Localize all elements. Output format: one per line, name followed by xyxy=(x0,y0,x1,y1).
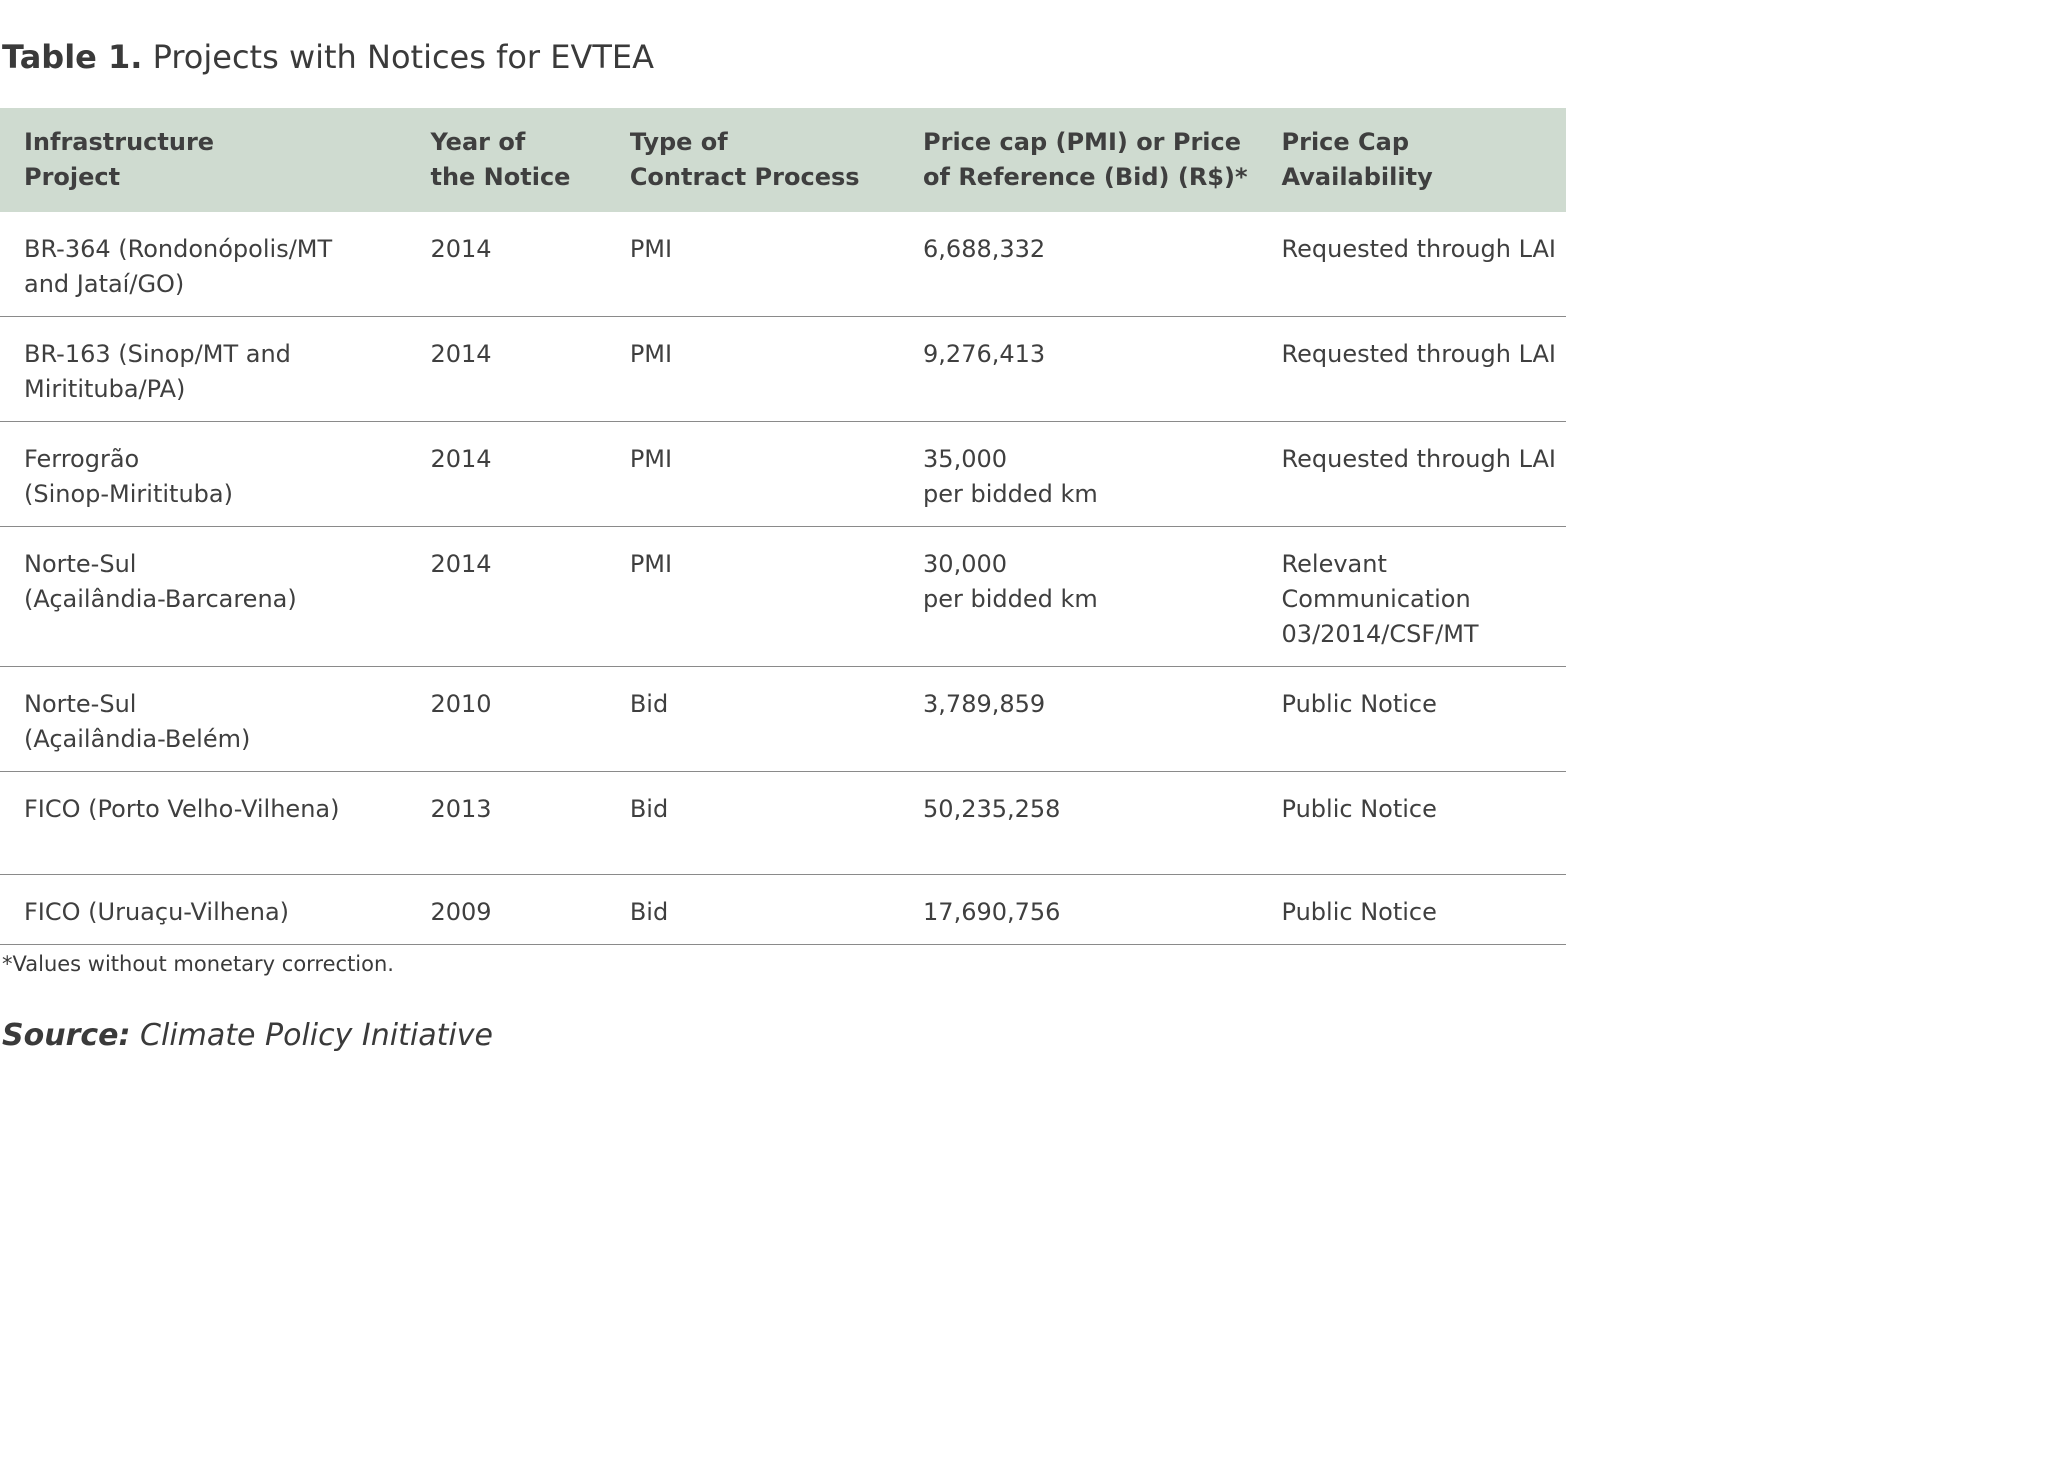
cell-price: 50,235,258 xyxy=(899,771,1258,875)
cell-contract-type: PMI xyxy=(605,316,900,422)
table-row: Ferrogrão (Sinop-Miritituba) 2014 PMI 35,… xyxy=(0,421,1566,527)
cell-price: 35,000 per bidded km xyxy=(899,421,1258,527)
cell-availability: Requested through LAI xyxy=(1257,316,1566,422)
cell-price: 9,276,413 xyxy=(899,316,1258,422)
cell-contract-type: Bid xyxy=(605,874,900,945)
footnote: *Values without monetary correction. xyxy=(2,952,394,976)
table-title: Table 1. Projects with Notices for EVTEA xyxy=(2,38,654,76)
cell-project: Norte-Sul (Açailândia-Belém) xyxy=(0,666,407,772)
cell-year: 2010 xyxy=(406,666,606,772)
cell-availability: Requested through LAI xyxy=(1257,212,1566,317)
cell-contract-type: PMI xyxy=(605,212,900,317)
cell-year: 2014 xyxy=(406,316,606,422)
source-line: Source: Climate Policy Initiative xyxy=(2,1018,493,1053)
header-price-cap: Price cap (PMI) or Price of Reference (Bi… xyxy=(923,128,1248,191)
source-label: Source: xyxy=(2,1018,131,1053)
cell-year: 2014 xyxy=(406,212,606,317)
cell-availability: Public Notice xyxy=(1257,874,1566,945)
cell-contract-type: PMI xyxy=(605,526,900,667)
table-row: FICO (Uruaçu-Vilhena) 2009 Bid 17,690,75… xyxy=(0,874,1566,945)
cell-price: 6,688,332 xyxy=(899,212,1258,317)
source-text: Climate Policy Initiative xyxy=(130,1018,493,1053)
cell-price: 3,789,859 xyxy=(899,666,1258,772)
table-row: FICO (Porto Velho-Vilhena) 2013 Bid 50,2… xyxy=(0,771,1566,875)
table-row: Norte-Sul (Açailândia-Barcarena) 2014 PMI… xyxy=(0,526,1566,667)
cell-year: 2013 xyxy=(406,771,606,875)
cell-price: 30,000 per bidded km xyxy=(899,526,1258,667)
table-title-label: Table 1. xyxy=(2,38,143,76)
table-row: BR-163 (Sinop/MT and Miritituba/PA) 2014 … xyxy=(0,316,1566,422)
cell-year: 2014 xyxy=(406,526,606,667)
cell-availability: Public Notice xyxy=(1257,771,1566,875)
header-price-cap-availability: Price Cap Availability xyxy=(1281,128,1433,191)
table-row: Norte-Sul (Açailândia-Belém) 2010 Bid 3,7… xyxy=(0,666,1566,772)
cell-availability: Requested through LAI xyxy=(1257,421,1566,527)
cell-year: 2009 xyxy=(406,874,606,945)
header-year-of-notice: Year of the Notice xyxy=(430,128,571,191)
cell-project: BR-364 (Rondonópolis/MT and Jataí/GO) xyxy=(0,212,407,317)
cell-project: FICO (Uruaçu-Vilhena) xyxy=(0,874,407,945)
header-contract-process: Type of Contract Process xyxy=(629,128,860,191)
header-infrastructure-project: Infrastructure Project xyxy=(24,128,215,191)
cell-year: 2014 xyxy=(406,421,606,527)
cell-project: FICO (Porto Velho-Vilhena) xyxy=(0,771,407,875)
cell-contract-type: Bid xyxy=(605,771,900,875)
table-title-text: Projects with Notices for EVTEA xyxy=(142,38,655,76)
cell-contract-type: PMI xyxy=(605,421,900,527)
cell-project: BR-163 (Sinop/MT and Miritituba/PA) xyxy=(0,316,407,422)
table-row: BR-364 (Rondonópolis/MT and Jataí/GO) 201… xyxy=(0,212,1566,317)
cell-price: 17,690,756 xyxy=(899,874,1258,945)
projects-table: Infrastructure Project Year of the Notice … xyxy=(0,108,1566,945)
cell-project: Ferrogrão (Sinop-Miritituba) xyxy=(0,421,407,527)
cell-availability: Relevant Communication 03/2014/CSF/MT xyxy=(1257,526,1566,667)
cell-availability: Public Notice xyxy=(1257,666,1566,772)
table-header: Infrastructure Project Year of the Notice … xyxy=(0,108,1566,212)
cell-project: Norte-Sul (Açailândia-Barcarena) xyxy=(0,526,407,667)
cell-contract-type: Bid xyxy=(605,666,900,772)
table-body: BR-364 (Rondonópolis/MT and Jataí/GO) 201… xyxy=(0,212,1566,945)
header-row: Infrastructure Project Year of the Notice … xyxy=(0,108,1566,212)
